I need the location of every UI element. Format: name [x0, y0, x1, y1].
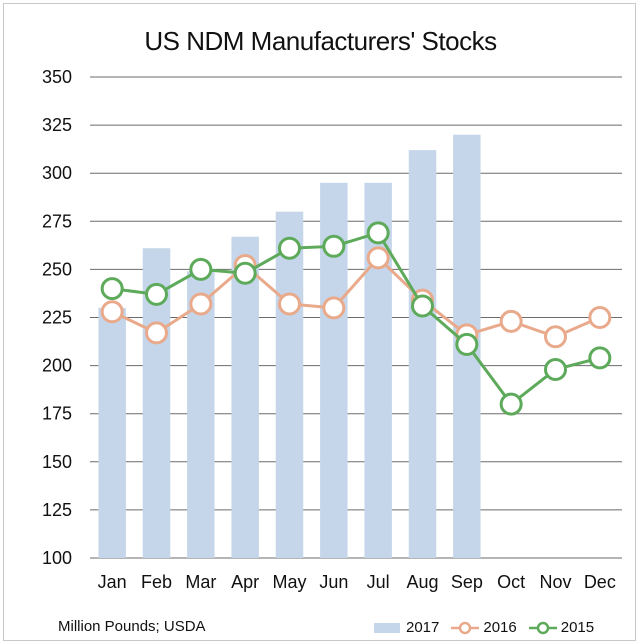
line-series	[100, 221, 612, 416]
x-tick-label: Feb	[141, 572, 172, 592]
point-2015	[100, 277, 124, 301]
legend-swatch-2015	[528, 621, 557, 634]
x-tick-label: Jul	[367, 572, 390, 592]
y-tick-label: 100	[42, 548, 72, 568]
x-tick-label: Oct	[497, 572, 525, 592]
x-tick-label: Jun	[319, 572, 348, 592]
y-tick-label: 325	[42, 115, 72, 135]
point-2016	[366, 246, 390, 270]
point-2016	[145, 321, 168, 345]
y-tick-label: 350	[42, 67, 72, 87]
y-tick-label: 225	[42, 308, 72, 328]
x-tick-label: Aug	[406, 572, 438, 592]
y-tick-label: 125	[42, 500, 72, 520]
point-2016	[544, 325, 567, 349]
point-2015	[322, 234, 346, 258]
y-tick-label: 250	[42, 259, 72, 279]
point-2015	[411, 294, 434, 318]
series-line-2015	[111, 231, 601, 406]
x-tick-label: Mar	[185, 572, 216, 592]
point-2016	[100, 300, 124, 324]
y-tick-label: 175	[42, 404, 72, 424]
x-tick-label: Sep	[451, 572, 483, 592]
bar-2017	[231, 236, 259, 558]
y-tick-label: 150	[42, 452, 72, 472]
point-2016	[278, 292, 301, 316]
legend-label-2015: 2015	[560, 619, 595, 636]
y-axis-ticks: 100 125 150 175 200 225 250 275 300 325 350	[42, 67, 72, 568]
bar-2017	[408, 150, 437, 558]
footnote: Million Pounds; USDA	[58, 618, 206, 635]
point-2015	[499, 392, 523, 416]
legend: 2017 2016 2015	[374, 619, 594, 636]
legend-swatch-2017	[374, 622, 400, 633]
x-tick-label: Jan	[98, 572, 127, 592]
y-tick-label: 300	[42, 163, 72, 183]
legend-swatch-2016	[451, 621, 480, 634]
point-2015	[145, 282, 168, 306]
point-2015	[455, 332, 479, 356]
chart-title: US NDM Manufacturers' Stocks	[144, 26, 497, 56]
x-tick-label: Dec	[584, 572, 616, 592]
point-2015	[588, 346, 612, 370]
bars-2017	[98, 134, 481, 558]
bar-2017	[275, 211, 304, 558]
legend-item-2016: 2016	[451, 619, 517, 636]
legend-item-2017: 2017	[374, 619, 439, 636]
bar-2017	[187, 271, 215, 558]
y-tick-label: 200	[42, 356, 72, 376]
legend-label-2016: 2016	[483, 619, 517, 636]
legend-label-2017: 2017	[406, 619, 440, 636]
point-2015	[189, 257, 213, 281]
point-2015	[233, 261, 257, 285]
point-2015	[544, 357, 567, 381]
x-tick-label: May	[272, 572, 306, 592]
point-2016	[588, 306, 612, 329]
y-tick-label: 275	[42, 211, 72, 231]
x-tick-label: Apr	[231, 572, 259, 592]
point-2016	[499, 309, 523, 333]
point-2015	[366, 221, 390, 245]
point-2015	[278, 236, 301, 260]
point-2016	[322, 296, 346, 320]
bar-2017	[98, 307, 126, 558]
legend-item-2015: 2015	[528, 619, 595, 636]
point-2016	[189, 292, 213, 316]
x-tick-label: Nov	[539, 572, 571, 592]
x-axis-ticks: Jan Feb Mar Apr May Jun Jul Aug Sep Oct Nov Dec	[98, 572, 616, 592]
